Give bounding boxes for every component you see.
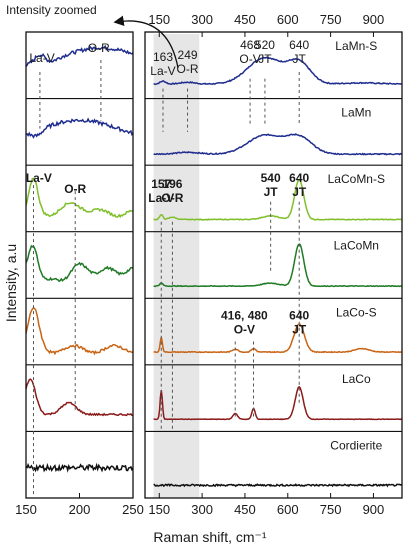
annotation-right: 640 (289, 308, 309, 322)
annotation-left: La-V (29, 51, 54, 65)
series-line-right-lamn-s (153, 56, 403, 86)
series-line-right-lamn (153, 133, 403, 156)
series-line-left-lacomn-s (25, 177, 134, 219)
annotation-right: La-V (150, 64, 175, 78)
annotation-right: La-V (148, 191, 174, 205)
annotation-right: O-R (177, 62, 199, 76)
annotation-right: JT (292, 185, 307, 199)
series-line-left-laco-s (25, 306, 134, 356)
x-tick-label: 200 (69, 502, 91, 517)
x-tick-label-top: 750 (320, 12, 342, 27)
x-tick-label: 150 (15, 502, 37, 517)
annotation-right: JT (293, 52, 307, 66)
x-tick-label: 900 (363, 502, 385, 517)
x-tick-label-top: 900 (363, 12, 385, 27)
x-tick-label: 250 (122, 502, 144, 517)
series-line-right-laco-s (153, 323, 403, 354)
panel-label: Cordierite (330, 438, 382, 452)
series-line-left-lacomn (25, 244, 134, 283)
right-panel-frame (144, 31, 403, 499)
series-line-right-cordierite (153, 483, 403, 488)
annotation-right: 640 (289, 171, 309, 185)
annotation-right: JT (264, 185, 279, 199)
annotation-right: 196 (162, 177, 182, 191)
x-tick-label: 150 (148, 502, 170, 517)
series-line-right-lacomn (153, 243, 403, 288)
annotation-right: JT (292, 322, 307, 336)
panel-label: LaCo (342, 372, 371, 386)
x-axis-title: Raman shift, cm⁻¹ (153, 529, 267, 545)
left-panel-frame (25, 31, 134, 499)
zoom-region (153, 34, 200, 498)
x-tick-label: 450 (234, 502, 256, 517)
series-line-right-lacomn-s (153, 178, 403, 221)
y-axis-title: Intensity, a.u (3, 244, 19, 322)
annotation-right: 640 (289, 38, 309, 52)
annotation-right: 520 (255, 38, 275, 52)
annotation-right: 468 (240, 38, 260, 52)
annotation-left: O-R (88, 41, 110, 55)
panel-label: LaMn-S (335, 39, 377, 53)
x-tick-label: 750 (320, 502, 342, 517)
annotation-right: 249 (178, 48, 198, 62)
annotation-right: O-V (239, 52, 260, 66)
zoom-arrow (113, 15, 179, 69)
annotation-right: 163 (153, 50, 173, 64)
series-line-left-lamn (25, 117, 134, 139)
annotation-right: O-V (234, 322, 255, 336)
panel-label: LaMn (341, 106, 371, 120)
panel-label: LaCoMn-S (328, 172, 385, 186)
x-tick-label-top: 600 (277, 12, 299, 27)
series-line-left-cordierite (25, 462, 134, 473)
annotation-left: O-R (64, 182, 86, 196)
series-line-right-laco (153, 385, 403, 421)
annotation-right: 416, 480 (221, 308, 268, 322)
panel-label: LaCo-S (336, 305, 377, 319)
x-tick-label: 300 (191, 502, 213, 517)
series-line-left-lamn-s (25, 44, 134, 67)
zoom-label: Intensity zoomed (6, 3, 97, 17)
annotation-right: O-R (161, 191, 183, 205)
x-tick-label-top: 450 (234, 12, 256, 27)
series-line-left-laco (25, 378, 134, 417)
annotation-right: 157 (151, 177, 171, 191)
annotation-right: JT (258, 52, 272, 66)
x-tick-label-top: 300 (191, 12, 213, 27)
annotation-right: 540 (261, 171, 281, 185)
panel-label: LaCoMn (334, 239, 379, 253)
annotation-left: La-V (26, 171, 52, 185)
x-tick-label-top: 150 (148, 12, 170, 27)
x-tick-label: 600 (277, 502, 299, 517)
